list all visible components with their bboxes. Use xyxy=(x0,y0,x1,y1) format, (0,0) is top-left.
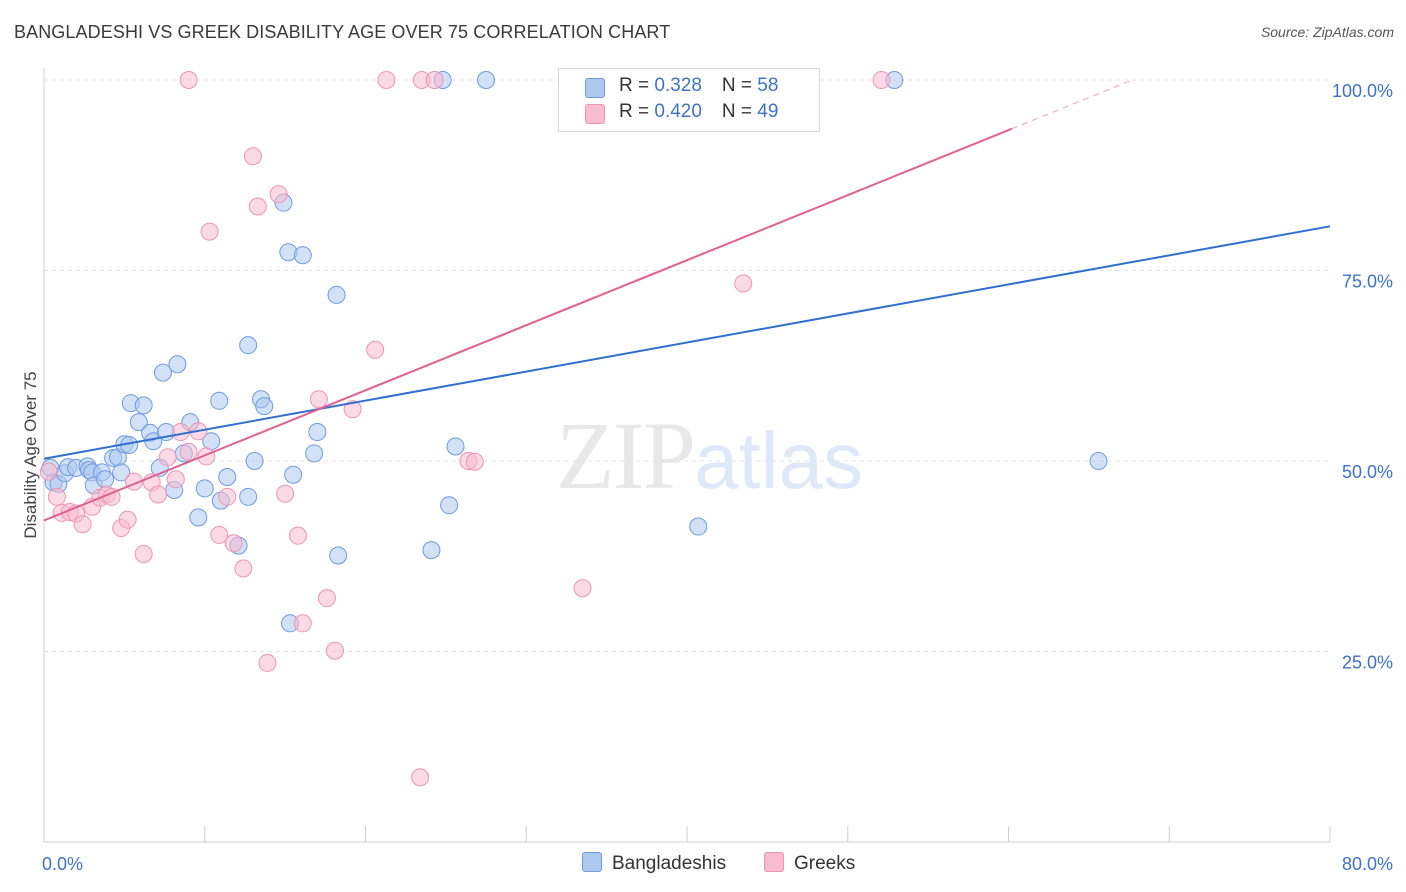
bangladeshi-point xyxy=(218,468,237,487)
bangladeshi-trend-line xyxy=(43,225,1331,460)
x-tick-label: 80.0% xyxy=(1342,854,1393,874)
greek-point xyxy=(218,487,237,506)
greek-trend-line xyxy=(43,127,1013,522)
y-tick-label: 75.0% xyxy=(1342,272,1393,292)
bangladeshi-point xyxy=(245,452,264,470)
bangladeshi-point xyxy=(134,396,153,415)
bangladeshi-point xyxy=(293,246,312,265)
greek-point xyxy=(210,525,229,544)
greek-point xyxy=(269,185,288,204)
bangladeshi-point xyxy=(305,444,324,463)
bangladeshi-point xyxy=(168,355,187,374)
greek-point xyxy=(734,274,753,293)
bottom-legend-swatch-bangladeshis xyxy=(582,852,602,872)
y-tick-label: 25.0% xyxy=(1342,653,1393,673)
bangladeshi-point xyxy=(327,285,346,304)
bangladeshi-point xyxy=(284,465,303,484)
y-tick-label: 50.0% xyxy=(1342,462,1393,482)
greek-point xyxy=(234,559,253,578)
greek-point xyxy=(47,487,66,506)
greek-point xyxy=(200,222,219,241)
bangladeshi-point xyxy=(112,463,131,482)
bangladeshi-point xyxy=(210,391,229,410)
bangladeshi-point xyxy=(153,363,172,382)
bangladeshi-point xyxy=(195,479,214,498)
legend-n-value: 58 xyxy=(757,75,779,96)
greek-point xyxy=(158,448,177,467)
axes xyxy=(43,68,1331,843)
greek-point xyxy=(179,71,198,89)
greek-point xyxy=(248,197,267,216)
greek-point xyxy=(118,510,137,529)
tick-labels: 25.0% 50.0% 75.0% 100.0% 0.0% 80.0% xyxy=(42,81,1393,874)
greek-point xyxy=(573,579,592,598)
source-name: ZipAtlas.com xyxy=(1313,24,1394,40)
watermark-atlas: atlas xyxy=(694,416,863,505)
greek-point xyxy=(309,390,328,409)
legend-n-label: N = xyxy=(721,75,758,96)
greek-point xyxy=(288,526,307,545)
bangladeshi-point xyxy=(329,546,348,565)
stats-legend: R = 0.328 N = 58 R = 0.420 N = 49 xyxy=(558,68,820,132)
watermark-zip: ZIP xyxy=(556,402,696,509)
bangladeshi-point xyxy=(308,423,327,442)
source-prefix: Source: xyxy=(1260,24,1314,40)
greek-points xyxy=(39,71,891,787)
bangladeshi-point xyxy=(446,437,465,456)
bangladeshi-point xyxy=(440,496,459,515)
greek-point xyxy=(73,515,92,534)
greek-point xyxy=(243,147,262,166)
bottom-legend-bangladeshis: Bangladeshis xyxy=(582,852,726,875)
bangladeshi-point xyxy=(477,71,496,89)
greek-point xyxy=(179,442,198,461)
greek-point xyxy=(366,340,385,359)
chart-title: BANGLADESHI VS GREEK DISABILITY AGE OVER… xyxy=(14,22,671,42)
greek-trend-extension xyxy=(1011,79,1133,130)
trend-lines xyxy=(43,79,1331,522)
bangladeshi-point xyxy=(129,413,148,432)
greek-point xyxy=(149,485,168,504)
bottom-legend-label-greeks: Greeks xyxy=(794,853,856,874)
x-tick-label: 0.0% xyxy=(42,854,83,874)
greek-point xyxy=(258,653,277,672)
greek-point xyxy=(166,470,185,489)
greek-point xyxy=(224,534,243,553)
bangladeshi-point xyxy=(255,397,274,416)
legend-r-label: R = xyxy=(619,75,655,96)
greek-point xyxy=(317,589,336,608)
source-credit: Source: ZipAtlas.com xyxy=(1261,24,1394,40)
greek-point xyxy=(872,71,891,89)
bangladeshi-point xyxy=(689,517,708,536)
greek-point xyxy=(276,484,295,503)
bangladeshi-point xyxy=(189,508,208,527)
bottom-legend-greeks: Greeks xyxy=(764,852,855,875)
legend-swatch-greeks xyxy=(585,104,605,124)
bangladeshi-point xyxy=(239,336,258,355)
bangladeshi-point xyxy=(239,487,258,506)
bangladeshi-point xyxy=(1089,452,1108,470)
greek-point xyxy=(425,71,444,89)
greek-point xyxy=(411,768,430,787)
legend-r-value: 0.420 xyxy=(654,101,702,122)
legend-swatch-bangladeshis xyxy=(585,78,605,98)
greek-point xyxy=(39,462,58,481)
legend-r-label: R = xyxy=(619,101,655,122)
bangladeshi-point xyxy=(422,541,441,560)
watermark: ZIPatlas xyxy=(556,400,863,511)
bottom-legend-label-bangladeshis: Bangladeshis xyxy=(612,853,727,874)
bottom-legend-swatch-greeks xyxy=(764,852,784,872)
greek-point xyxy=(134,544,153,563)
greek-point xyxy=(325,641,344,660)
bangladeshi-point xyxy=(96,470,115,489)
legend-r-value: 0.328 xyxy=(654,75,702,96)
greek-point xyxy=(465,452,484,471)
legend-n-label: N = xyxy=(721,101,758,122)
y-tick-label: 100.0% xyxy=(1332,81,1393,101)
greek-point xyxy=(377,71,396,89)
greek-point xyxy=(293,614,312,633)
greek-point xyxy=(343,400,362,419)
legend-n-value: 49 xyxy=(757,101,779,122)
y-axis-label: Disability Age Over 75 xyxy=(21,371,40,538)
